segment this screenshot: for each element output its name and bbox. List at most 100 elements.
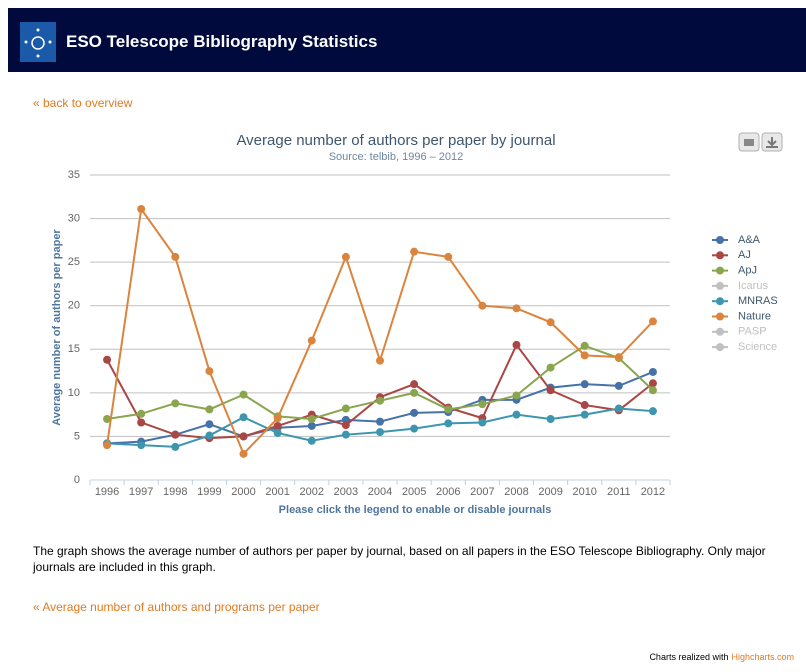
data-point xyxy=(171,252,180,261)
export-buttons[interactable] xyxy=(738,132,783,152)
chart-title: Average number of authors per paper by j… xyxy=(236,132,555,149)
data-point xyxy=(614,381,623,390)
data-point xyxy=(512,391,521,400)
back-link[interactable]: « back to overview xyxy=(33,96,133,110)
data-point xyxy=(614,404,623,413)
data-point xyxy=(171,399,180,408)
data-point xyxy=(580,401,589,410)
data-point xyxy=(512,304,521,313)
data-point xyxy=(376,417,384,426)
y-tick-label: 0 xyxy=(74,474,80,486)
legend-item[interactable]: AJ xyxy=(738,249,751,261)
x-tick-label: 2003 xyxy=(334,486,358,498)
data-point xyxy=(341,404,350,413)
data-point xyxy=(239,413,248,422)
legend-marker[interactable] xyxy=(716,266,724,275)
x-tick-label: 2000 xyxy=(231,486,255,498)
data-point xyxy=(376,356,384,365)
data-point xyxy=(614,353,623,362)
credit-link[interactable]: Highcharts.com xyxy=(731,652,794,662)
credit-text: Charts realized with xyxy=(649,652,729,662)
x-tick-label: 2005 xyxy=(402,486,426,498)
x-tick-label: 1997 xyxy=(129,486,153,498)
legend-item[interactable]: Science xyxy=(738,341,777,353)
x-tick-label: 1998 xyxy=(163,486,187,498)
data-point xyxy=(103,415,112,423)
related-link[interactable]: « Average number of authors and programs… xyxy=(33,600,320,614)
data-point xyxy=(171,430,180,439)
data-point xyxy=(444,419,453,428)
data-point xyxy=(103,441,112,450)
description: The graph shows the average number of au… xyxy=(33,544,766,574)
data-point xyxy=(410,424,419,433)
data-point xyxy=(478,400,487,409)
legend-item[interactable]: PASP xyxy=(738,326,767,338)
legend-item[interactable]: Nature xyxy=(738,310,771,322)
data-point xyxy=(410,380,419,389)
data-point xyxy=(444,405,453,414)
legend-item[interactable]: Icarus xyxy=(738,280,768,292)
x-tick-label: 2011 xyxy=(607,486,631,498)
legend-marker[interactable] xyxy=(716,312,724,321)
x-tick-label: 2009 xyxy=(538,486,562,498)
legend-marker[interactable] xyxy=(716,281,724,290)
data-point xyxy=(546,386,555,395)
data-point xyxy=(273,421,282,430)
data-point xyxy=(512,340,521,349)
data-point xyxy=(410,247,419,256)
header xyxy=(8,8,806,72)
y-tick-label: 25 xyxy=(68,256,80,268)
data-point xyxy=(137,418,146,427)
data-point xyxy=(307,336,316,345)
data-point xyxy=(239,390,248,399)
data-point xyxy=(205,420,214,429)
data-point xyxy=(239,432,248,441)
data-point xyxy=(648,407,657,416)
y-tick-label: 10 xyxy=(68,387,80,399)
x-tick-label: 2010 xyxy=(572,486,596,498)
data-point xyxy=(478,301,487,310)
data-point xyxy=(307,436,316,445)
x-tick-label: 2002 xyxy=(300,486,324,498)
data-point xyxy=(546,363,555,372)
series-line xyxy=(107,407,654,448)
y-tick-label: 30 xyxy=(68,212,80,224)
data-point xyxy=(205,431,214,440)
data-point xyxy=(171,442,180,451)
credit: Charts realized with Highcharts.com xyxy=(649,652,794,662)
data-point xyxy=(580,341,589,350)
data-point xyxy=(376,428,384,437)
data-point xyxy=(648,379,657,388)
data-point xyxy=(648,317,657,326)
y-tick-label: 15 xyxy=(68,343,80,355)
chart: Average number of authors per paper by j… xyxy=(51,132,783,516)
x-tick-label: 2007 xyxy=(470,486,494,498)
y-tick-label: 35 xyxy=(68,169,80,181)
x-tick-label: 2008 xyxy=(504,486,528,498)
legend-marker[interactable] xyxy=(716,327,724,336)
x-tick-label: 2012 xyxy=(641,486,665,498)
data-point xyxy=(273,414,282,423)
data-point xyxy=(307,415,316,423)
data-point xyxy=(341,430,350,439)
chart-subtitle: Source: telbib, 1996 – 2012 xyxy=(329,151,464,163)
data-point xyxy=(478,418,487,427)
legend-marker[interactable] xyxy=(716,343,724,352)
header-title: ESO Telescope Bibliography Statistics xyxy=(66,32,378,51)
data-point xyxy=(580,380,589,389)
x-tick-label: 2004 xyxy=(368,486,392,498)
legend-marker[interactable] xyxy=(716,297,724,306)
data-point xyxy=(307,421,316,430)
data-point xyxy=(137,409,146,418)
data-point xyxy=(137,204,146,213)
legend-marker[interactable] xyxy=(716,236,724,244)
x-tick-label: 1996 xyxy=(95,486,119,498)
legend-marker[interactable] xyxy=(716,251,724,260)
data-point xyxy=(341,421,350,430)
x-tick-label: 1999 xyxy=(197,486,221,498)
legend-item[interactable]: MNRAS xyxy=(738,295,778,307)
data-point xyxy=(512,410,521,419)
legend-item[interactable]: ApJ xyxy=(738,265,757,277)
legend-item[interactable]: A&A xyxy=(738,234,761,246)
